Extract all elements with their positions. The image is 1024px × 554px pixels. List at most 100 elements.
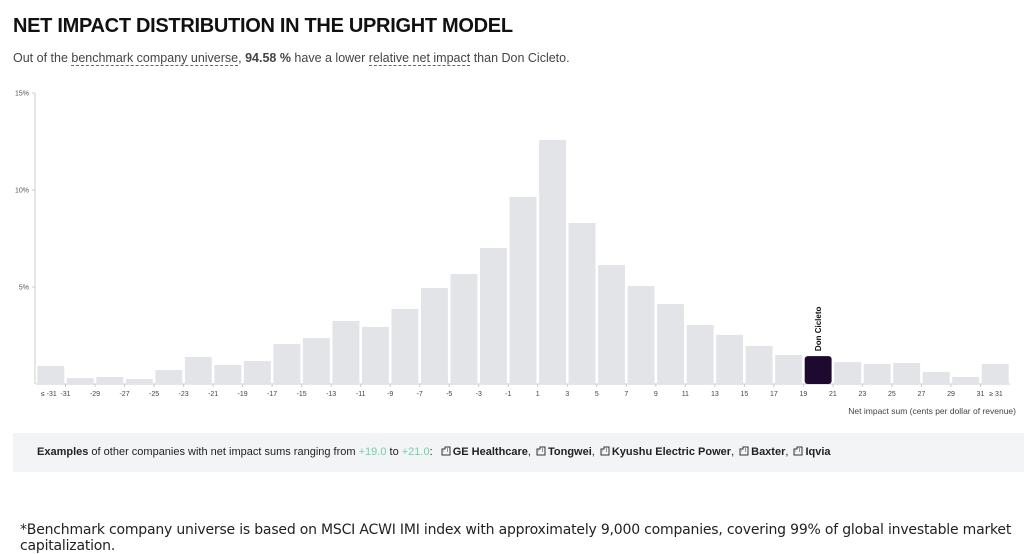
examples: Examples of other companies with net imp… (37, 446, 831, 458)
bar (332, 320, 360, 384)
bar (745, 345, 773, 384)
x-tick-label: 1 (536, 391, 540, 398)
x-tick-label: 27 (918, 391, 926, 398)
x-tick-label: -7 (417, 391, 423, 398)
bar (361, 326, 389, 384)
bar (834, 362, 862, 384)
subtitle-text: have a lower (290, 51, 369, 65)
company-icon (536, 446, 546, 456)
x-tick-label: 3 (565, 391, 569, 398)
definition-link[interactable]: relative net impact (368, 51, 471, 66)
bar (125, 378, 153, 384)
bar (686, 325, 714, 384)
y-tick-label: 5% (19, 285, 29, 292)
bar (450, 274, 478, 384)
company-name: Tongwei (547, 446, 592, 458)
bar (568, 222, 596, 384)
examples-label: Examples (37, 446, 89, 458)
bar (981, 364, 1009, 384)
x-tick-label: ≥ 31 (989, 391, 1003, 398)
x-tick-label: 19 (799, 391, 807, 398)
x-tick-label: -13 (326, 391, 336, 398)
highlight-label: Don Cicleto (814, 307, 823, 352)
bar (420, 287, 448, 384)
bar (598, 265, 626, 384)
x-tick-label: 23 (859, 391, 867, 398)
examples-text: : (429, 446, 433, 458)
examples-box: Examples of other companies with net imp… (13, 433, 1024, 472)
x-tick-label: -11 (356, 391, 366, 398)
company-name: Kyushu Electric Power (611, 446, 732, 458)
x-tick-label: -31 (60, 391, 70, 398)
range-high: +21.0 (401, 446, 430, 458)
x-tick-label: -9 (387, 391, 393, 398)
footnote: *Benchmark company universe is based on … (20, 522, 1012, 554)
company-icon (739, 446, 749, 456)
x-tick-label: 25 (888, 391, 896, 398)
x-tick-label: -1 (505, 391, 511, 398)
y-tick-label: 10% (15, 188, 29, 195)
x-tick-label: 15 (740, 391, 748, 398)
bar (509, 196, 537, 384)
bar (66, 378, 94, 384)
percentage: 94.58 % (245, 51, 291, 65)
x-tick-label: 21 (829, 391, 837, 398)
x-tick-label: -19 (238, 391, 248, 398)
bar (627, 286, 655, 384)
x-tick-label: 11 (682, 391, 689, 398)
x-tick-label: -15 (297, 391, 307, 398)
subtitle: Out of the benchmark company universe, 9… (13, 51, 570, 66)
x-axis-label: Net impact sum (cents per dollar of reve… (848, 406, 1016, 416)
examples-text: of other companies with net impact sums … (88, 446, 359, 458)
x-tick-label: -17 (267, 391, 277, 398)
x-tick-label: 17 (770, 391, 778, 398)
subtitle-text: , (238, 51, 246, 65)
bar (539, 139, 566, 384)
x-tick-label: 29 (947, 391, 955, 398)
x-tick-label: -23 (179, 391, 189, 398)
x-tick-label: -21 (208, 391, 218, 398)
bar (657, 304, 685, 384)
x-tick-label: 5 (595, 391, 599, 398)
bar (184, 357, 212, 384)
bar (214, 364, 242, 384)
x-tick-label: -25 (149, 391, 159, 398)
company-name: Baxter (751, 446, 786, 458)
x-tick-label: -5 (446, 391, 452, 398)
x-tick-label: 13 (711, 391, 719, 398)
company-name: Iqvia (805, 446, 831, 458)
highlight-bar (804, 356, 832, 384)
title: NET IMPACT DISTRIBUTION IN THE UPRIGHT M… (13, 15, 513, 37)
bar (37, 365, 65, 384)
bar (775, 355, 803, 384)
bar (716, 334, 744, 384)
bar (922, 371, 950, 384)
company-icon (793, 446, 803, 456)
x-tick-label: -3 (476, 391, 482, 398)
definition-link[interactable]: benchmark company universe (71, 51, 239, 66)
x-tick-label: -29 (90, 391, 100, 398)
x-tick-label: 9 (654, 391, 658, 398)
subtitle-text: Out of the (13, 51, 72, 65)
bar (273, 344, 301, 384)
bar (391, 308, 419, 384)
x-tick-label: 7 (624, 391, 628, 398)
bar (302, 338, 330, 384)
bar (96, 377, 124, 384)
bar (952, 377, 980, 384)
examples-text: to (386, 446, 402, 458)
bar (155, 370, 183, 384)
x-tick-label: -27 (119, 391, 129, 398)
company-icon (600, 446, 610, 456)
chart: 5%10%15%Don Cicleto≤ -31 -31 -29 -27 -25 -23-… (15, 91, 1016, 417)
subtitle-text: than Don Cicleto. (470, 51, 570, 65)
bar (893, 363, 921, 384)
bar (243, 360, 271, 384)
x-tick-label: ≤ -31 (41, 391, 57, 398)
range-low: +19.0 (358, 446, 387, 458)
y-tick-label: 15% (15, 91, 29, 98)
company-name: GE Healthcare (452, 446, 528, 458)
bar (480, 248, 507, 384)
company-icon (441, 446, 451, 456)
